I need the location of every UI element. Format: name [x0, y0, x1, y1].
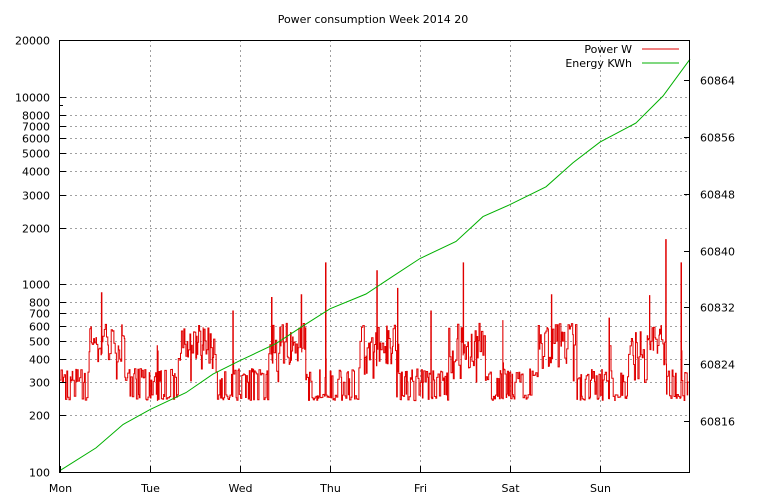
legend-label-energy: Energy KWh: [565, 57, 632, 70]
y-left-tick-label: 20000: [15, 35, 50, 48]
x-tick-label: Tue: [140, 482, 160, 495]
plot-frame: [59, 40, 690, 473]
chart-title: Power consumption Week 2014 20: [278, 13, 469, 26]
y-right-tick-label: 60816: [700, 416, 735, 429]
y-right-tick-label: 60824: [700, 359, 735, 372]
y-right-tick-label: 60856: [700, 132, 735, 145]
y-left-tick-label: 100: [29, 467, 50, 480]
x-tick-label: Sat: [501, 482, 520, 495]
y-left-tick-label: 300: [29, 377, 50, 390]
y-right-tick-label: 60832: [700, 302, 735, 315]
legend-label-power: Power W: [584, 43, 632, 56]
y-left-tick-label: 600: [29, 321, 50, 334]
y-left-tick-label: 8000: [22, 110, 50, 123]
y-left-tick-label: 2000: [22, 223, 50, 236]
x-tick-label: Wed: [229, 482, 253, 495]
y-left-tick-label: 700: [29, 308, 50, 321]
y-left-tick-label: 7000: [22, 121, 50, 134]
x-tick-label: Thu: [319, 482, 341, 495]
y-left-tick-label: 800: [29, 297, 50, 310]
x-tick-label: Sun: [590, 482, 611, 495]
series-energy-line: [59, 58, 691, 472]
y-right-tick-label: 60848: [700, 189, 735, 202]
x-tick-label: Fri: [414, 482, 427, 495]
x-tick-label: Mon: [49, 482, 72, 495]
series-power-line: [60, 239, 690, 402]
legend: Power W Energy KWh: [565, 43, 679, 70]
y-left-tick-label: 6000: [22, 133, 50, 146]
y-right-tick-label: 60864: [700, 75, 735, 88]
y-left-tick-label: 4000: [22, 166, 50, 179]
y-left-tick-label: 400: [29, 354, 50, 367]
y-left-tick-label: 10000: [15, 92, 50, 105]
y-left-tick-label: 5000: [22, 148, 50, 161]
y-left-tick-label: 200: [29, 410, 50, 423]
grid-lines: [60, 40, 690, 472]
series-layer: [59, 58, 691, 472]
y-left-tick-label: 500: [29, 336, 50, 349]
y-right-tick-label: 60840: [700, 246, 735, 259]
y-left-tick-label: 3000: [22, 190, 50, 203]
y-left-tick-label: 1000: [22, 279, 50, 292]
